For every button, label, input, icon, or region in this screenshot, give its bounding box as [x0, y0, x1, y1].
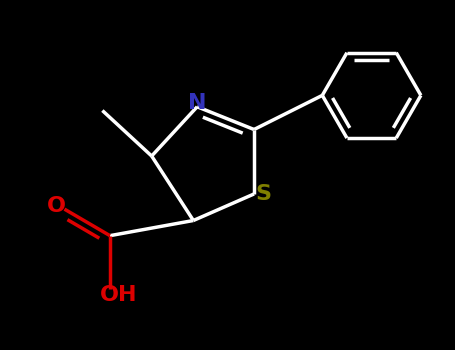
- Text: O: O: [47, 196, 66, 216]
- Text: S: S: [255, 184, 271, 204]
- Text: N: N: [188, 93, 207, 113]
- Text: OH: OH: [100, 285, 138, 305]
